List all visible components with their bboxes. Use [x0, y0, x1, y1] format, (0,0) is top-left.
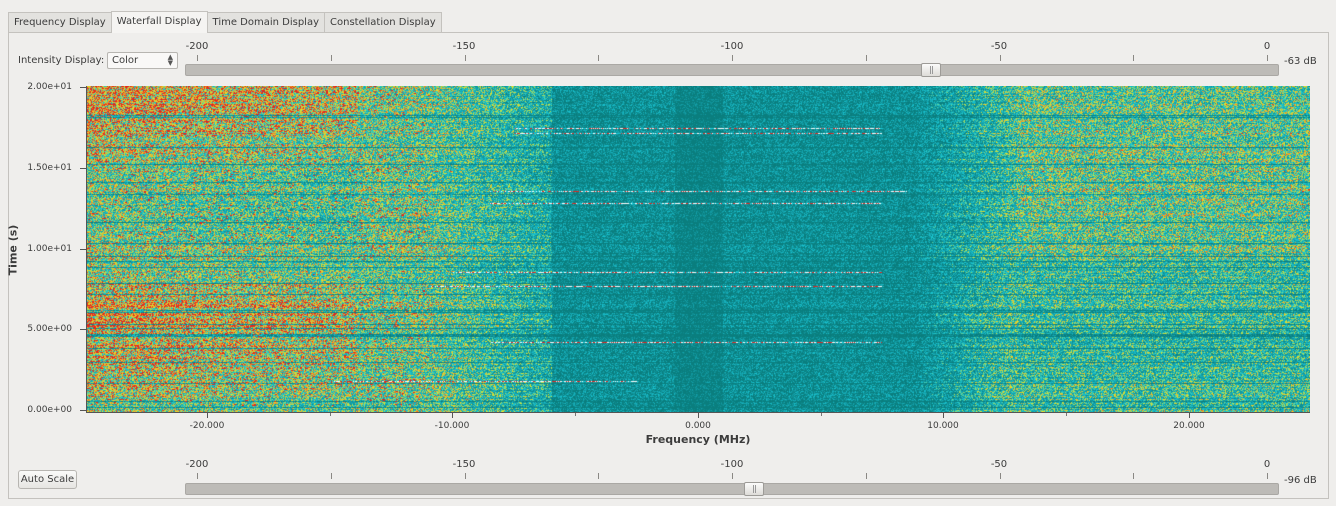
top-slider-tick-mark	[197, 55, 198, 61]
y-tick-mark	[80, 87, 86, 88]
x-axis-line	[87, 412, 1310, 413]
x-tick-label: 20.000	[1173, 421, 1205, 431]
intensity-display-select[interactable]: Color ▲ ▼	[107, 52, 178, 69]
top-slider-ticks	[185, 55, 1279, 61]
top-slider-tick-label: -50	[990, 41, 1008, 52]
spin-arrows-icon: ▲ ▼	[167, 53, 173, 67]
y-tick-mark	[80, 249, 86, 250]
bottom-slider-handle[interactable]	[744, 482, 765, 496]
x-tick-label: 10.000	[927, 421, 959, 431]
auto-scale-button[interactable]: Auto Scale	[18, 470, 77, 489]
bottom-slider-tick-mark	[1267, 473, 1268, 479]
x-tick-label: -20.000	[189, 421, 225, 431]
top-slider-tick-label: -100	[720, 41, 744, 52]
y-tick-label: 0.00e+00	[27, 405, 72, 415]
tab-constellation-display[interactable]: Constellation Display	[324, 12, 442, 32]
bottom-intensity-slider[interactable]	[185, 482, 1279, 496]
y-tick-label: 1.00e+01	[27, 244, 72, 254]
y-tick-label: 5.00e+00	[27, 324, 72, 334]
x-tick-minor-mark	[1066, 413, 1068, 416]
top-slider-value: -63 dB	[1284, 56, 1317, 67]
tab-bar: Frequency Display Waterfall Display Time…	[8, 11, 442, 33]
top-slider-tick-label: -200	[185, 41, 209, 52]
intensity-display-label: Intensity Display:	[18, 55, 105, 66]
y-tick-label: 2.00e+01	[27, 82, 72, 92]
bottom-slider-value: -96 dB	[1284, 475, 1317, 486]
top-slider-tick-mark	[464, 55, 466, 61]
tab-time-domain-display[interactable]: Time Domain Display	[206, 12, 326, 32]
x-tick-label: -10.000	[434, 421, 470, 431]
x-tick-mark	[1189, 413, 1190, 418]
bottom-slider-tick-mark	[865, 473, 867, 479]
bottom-slider-tick-mark	[732, 473, 733, 479]
top-slider-tick-mark	[1267, 55, 1268, 61]
x-tick-minor-mark	[575, 413, 577, 416]
top-intensity-slider[interactable]	[185, 63, 1279, 77]
top-slider-tick-mark	[330, 55, 332, 61]
x-tick-mark	[207, 413, 208, 418]
bottom-slider-tick-mark	[464, 473, 466, 479]
bottom-slider-tick-label: -200	[185, 459, 209, 470]
top-slider-tick-mark	[732, 55, 733, 61]
bottom-slider-tick-mark	[1133, 473, 1135, 479]
x-tick-minor-mark	[820, 413, 822, 416]
bottom-slider-tick-label: -100	[720, 459, 744, 470]
x-tick-mark	[698, 413, 699, 418]
bottom-slider-tick-mark	[999, 473, 1001, 479]
bottom-slider-ticks	[185, 473, 1279, 479]
x-tick-mark	[452, 413, 453, 418]
top-slider-tick-label: 0	[1263, 41, 1271, 52]
y-tick-label: 1.50e+01	[27, 163, 72, 173]
top-slider-scale: -200 -150 -100 -50 0	[185, 41, 1279, 55]
x-tick-mark	[943, 413, 944, 418]
x-tick-minor-mark	[329, 413, 331, 416]
y-tick-mark	[80, 168, 86, 169]
waterfall-plot[interactable]	[87, 86, 1310, 412]
top-slider-tick-mark	[999, 55, 1001, 61]
bottom-slider-tick-label: -50	[990, 459, 1008, 470]
tab-waterfall-display[interactable]: Waterfall Display	[110, 11, 208, 33]
intensity-display-value: Color	[112, 55, 139, 66]
bottom-slider-tick-label: 0	[1263, 459, 1271, 470]
top-slider-handle[interactable]	[920, 63, 941, 77]
x-axis-label: Frequency (MHz)	[645, 433, 751, 446]
bottom-slider-tick-mark	[330, 473, 332, 479]
bottom-slider-tick-mark	[197, 473, 198, 479]
y-axis-line	[86, 86, 87, 413]
top-slider-tick-label: -150	[452, 41, 476, 52]
y-tick-mark	[80, 329, 86, 330]
y-tick-mark	[80, 410, 86, 411]
top-slider-tick-mark	[1133, 55, 1135, 61]
top-slider-tick-mark	[865, 55, 867, 61]
x-tick-label: 0.000	[685, 421, 711, 431]
bottom-slider-tick-mark	[598, 473, 600, 479]
bottom-slider-scale: -200 -150 -100 -50 0	[185, 459, 1279, 473]
tab-frequency-display[interactable]: Frequency Display	[8, 12, 112, 32]
bottom-slider-tick-label: -150	[452, 459, 476, 470]
top-slider-tick-mark	[598, 55, 600, 61]
